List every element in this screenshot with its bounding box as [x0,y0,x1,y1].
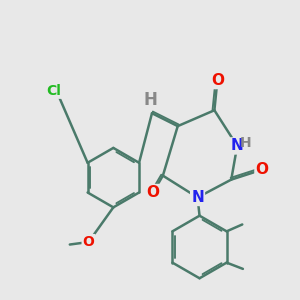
Text: O: O [82,235,94,249]
Text: H: H [143,91,158,109]
Text: O: O [256,162,268,177]
Text: H: H [240,136,252,150]
Text: O: O [146,185,160,200]
Text: N: N [231,138,244,153]
Text: N: N [191,190,204,205]
Text: Cl: Cl [47,84,61,98]
Text: O: O [211,73,224,88]
